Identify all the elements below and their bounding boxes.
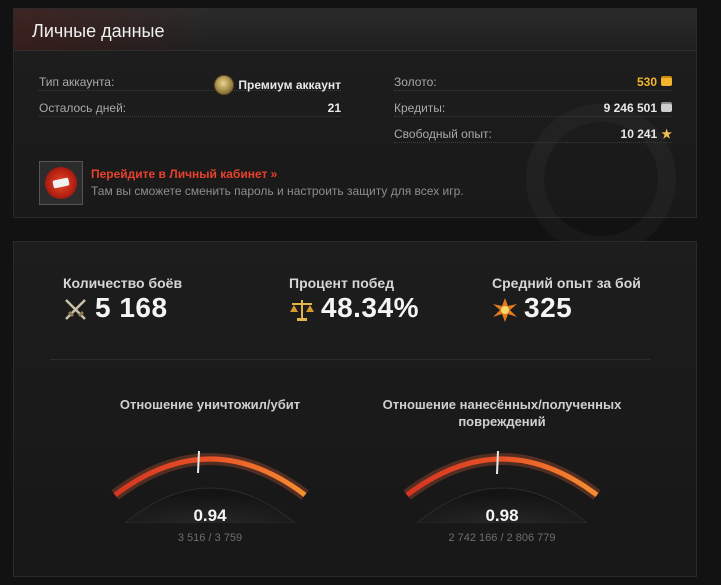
kd-ratio-title: Отношение уничтожил/убит — [119, 397, 301, 412]
winrate-label: Процент побед — [289, 275, 395, 291]
gold-coins-icon — [661, 78, 672, 86]
free-xp-label: Свободный опыт: — [394, 127, 492, 141]
kd-ratio-detail: 3 516 / 3 759 — [177, 532, 243, 544]
crossed-swords-icon — [65, 299, 86, 320]
account-panel: Личные данные Тип аккаунта: Премиум акка… — [13, 8, 697, 218]
scales-icon — [290, 300, 314, 321]
account-type-row: Тип аккаунта: Премиум аккаунт — [39, 73, 341, 95]
free-xp-value: 10 241 — [620, 127, 658, 141]
account-panel-header: Личные данные — [14, 9, 696, 51]
credits-label: Кредиты: — [394, 101, 446, 115]
damage-ratio-value: 0.98 — [485, 506, 519, 525]
damage-ratio-title: Отношение нанесённых/полученных поврежде… — [382, 397, 622, 429]
cabinet-logo-button[interactable] — [39, 161, 83, 205]
personal-cabinet-description: Там вы сможете сменить пароль и настроит… — [91, 184, 464, 198]
explosion-icon — [493, 298, 517, 322]
credits-row: Кредиты: 9 246 501 — [394, 99, 672, 117]
gold-value: 530 — [636, 75, 657, 89]
avg-xp-stat: Средний опыт за бой 325 — [492, 275, 641, 323]
personal-cabinet-link[interactable]: Перейдите в Личный кабинет » — [91, 167, 278, 181]
gold-label: Золото: — [394, 75, 437, 89]
winrate-value: 48.34% — [321, 292, 419, 323]
damage-ratio-gauge: Отношение нанесённых/полученных поврежде… — [383, 396, 622, 544]
kd-ratio-dial — [111, 450, 309, 523]
account-type-value: Премиум аккаунт — [238, 78, 341, 92]
wargaming-logo-icon — [45, 167, 77, 199]
premium-medal-icon — [214, 75, 235, 95]
credits-value: 9 246 501 — [603, 101, 657, 115]
days-left-label: Осталось дней: — [39, 101, 127, 115]
kd-ratio-value: 0.94 — [193, 506, 227, 525]
free-xp-row: Свободный опыт: 10 241 ★ — [394, 125, 672, 143]
battles-stat: Количество боёв 5 168 — [63, 275, 183, 323]
page-title: Личные данные — [32, 21, 165, 41]
avg-xp-label: Средний опыт за бой — [492, 275, 641, 291]
kd-ratio-gauge: Отношение уничтожил/убит 0.94 3 516 / 3 … — [100, 396, 320, 544]
days-left-value: 21 — [327, 101, 341, 115]
account-type-label: Тип аккаунта: — [39, 75, 115, 89]
damage-ratio-dial — [403, 450, 601, 523]
battles-label: Количество боёв — [63, 275, 183, 291]
star-icon: ★ — [661, 127, 672, 141]
avg-xp-value: 325 — [524, 292, 573, 323]
winrate-stat: Процент побед 48.34% — [289, 275, 418, 323]
credits-icon — [661, 104, 672, 112]
days-left-row: Осталось дней: 21 — [39, 99, 341, 117]
battles-value: 5 168 — [95, 292, 168, 323]
stats-divider — [50, 359, 650, 360]
gold-row: Золото: 530 — [394, 73, 672, 91]
damage-ratio-detail: 2 742 166 / 2 806 779 — [448, 532, 556, 544]
